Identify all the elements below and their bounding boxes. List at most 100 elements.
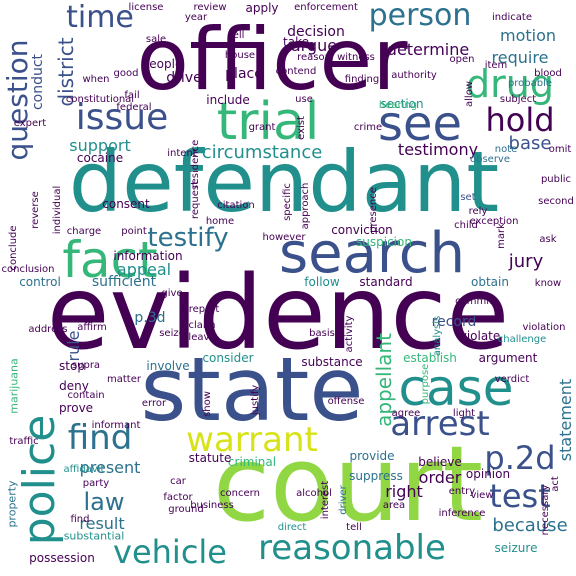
cloud-word: crime (353, 122, 383, 133)
cloud-word: court (212, 423, 484, 545)
cloud-word: conduct (30, 53, 46, 111)
cloud-word: establish (403, 351, 457, 365)
cloud-word: argue (290, 36, 338, 55)
cloud-word: vehicle (113, 533, 227, 571)
cloud-word: sell (227, 30, 245, 41)
cloud-word: item (484, 60, 508, 71)
cloud-word: property (5, 480, 19, 528)
cloud-word: circumstance (201, 142, 323, 163)
cloud-word: rely (468, 206, 488, 217)
cloud-word: approach (300, 182, 311, 230)
cloud-word: act (550, 476, 561, 492)
cloud-word: involve (146, 359, 190, 373)
cloud-word: case (398, 359, 514, 417)
cloud-word: testimony (397, 140, 479, 159)
cloud-word: substance (301, 355, 363, 369)
cloud-word: conviction (331, 223, 393, 237)
cloud-word: observe (469, 154, 511, 165)
cloud-word: supra (71, 360, 101, 371)
cloud-word: seize (159, 328, 185, 339)
cloud-word: criminal (227, 455, 277, 469)
cloud-word: necessary (540, 484, 551, 536)
cloud-word: constitutional (65, 94, 135, 105)
cloud-word: possession (29, 551, 95, 565)
cloud-word: consent (102, 197, 150, 211)
cloud-word: authority (391, 70, 437, 81)
cloud-word: car (170, 476, 186, 487)
cloud-word: matter (107, 374, 141, 385)
cloud-word: hearing (378, 100, 418, 111)
cloud-word: contend (275, 66, 317, 77)
cloud-word: inference (438, 508, 486, 519)
cloud-word: citation (217, 200, 255, 211)
cloud-word: prove (58, 401, 94, 415)
cloud-word: charge (66, 226, 102, 237)
cloud-word: party (82, 478, 110, 489)
cloud-word: indicate (492, 12, 532, 23)
cloud-word: appeal (116, 260, 172, 279)
cloud-word: hold (485, 101, 555, 139)
cloud-word: because (492, 515, 568, 536)
cloud-word: ask (539, 234, 557, 245)
cloud-word: determine (386, 40, 470, 59)
cloud-word: driver (338, 485, 349, 515)
cloud-word: public (540, 174, 572, 185)
cloud-word: trial (216, 92, 320, 152)
cloud-word: child (454, 220, 478, 231)
cloud-word: follow (304, 275, 340, 289)
cloud-word: base (508, 133, 552, 154)
cloud-word: police (14, 414, 65, 546)
cloud-word: allow (464, 81, 475, 107)
cloud-word: license (128, 2, 164, 13)
cloud-word: leave (188, 332, 216, 343)
cloud-word: standard (359, 275, 413, 289)
cloud-word: p.3d (134, 310, 166, 326)
cloud-word: error (141, 398, 167, 409)
cloud-word: ground (168, 504, 204, 515)
cloud-word: show (202, 391, 213, 417)
cloud-word: consider (202, 351, 254, 365)
cloud-word: control (19, 275, 61, 289)
cloud-word: exist (296, 116, 307, 140)
cloud-word: believe (418, 455, 462, 469)
cloud-word: marijuana (7, 358, 21, 414)
cloud-word: see (377, 96, 463, 152)
cloud-word: basis (309, 328, 335, 339)
cloud-word: argument (478, 351, 538, 365)
cloud-word: federal (116, 102, 152, 113)
cloud-word: review (193, 2, 227, 13)
cloud-word: mark (496, 223, 507, 249)
cloud-word: expert (13, 118, 47, 129)
cloud-word: light (452, 408, 476, 419)
cloud-word: person (368, 0, 472, 33)
cloud-word: intent (167, 148, 197, 159)
cloud-word: people (141, 57, 183, 71)
cloud-word: provide (349, 449, 395, 463)
cloud-word: alcohol (296, 488, 332, 499)
cloud-word: witness (337, 52, 375, 63)
cloud-word: concern (220, 488, 260, 499)
cloud-word: take (283, 35, 309, 49)
cloud-word: state (140, 338, 364, 441)
cloud-word: decision (287, 24, 345, 40)
cloud-word: test (489, 477, 551, 515)
cloud-word: suspicion (356, 235, 412, 249)
cloud-word: interest (320, 480, 331, 520)
cloud-word: contain (67, 390, 105, 401)
cloud-word: year (184, 12, 208, 23)
cloud-word: presence (368, 187, 379, 233)
cloud-word: verdict (494, 374, 530, 385)
cloud-word: law (83, 488, 125, 516)
cloud-word: exception (469, 216, 519, 227)
cloud-word: home (205, 216, 235, 227)
cloud-word: activity (344, 315, 355, 353)
cloud-word: find (67, 418, 133, 458)
cloud-word: conclusion (1, 264, 55, 275)
cloud-word: require (491, 48, 549, 67)
cloud-word: time (66, 0, 134, 35)
cloud-word: issue (75, 97, 169, 138)
cloud-word: offense (327, 396, 365, 407)
cloud-word: purpose (420, 363, 431, 405)
cloud-word: direct (277, 522, 307, 533)
